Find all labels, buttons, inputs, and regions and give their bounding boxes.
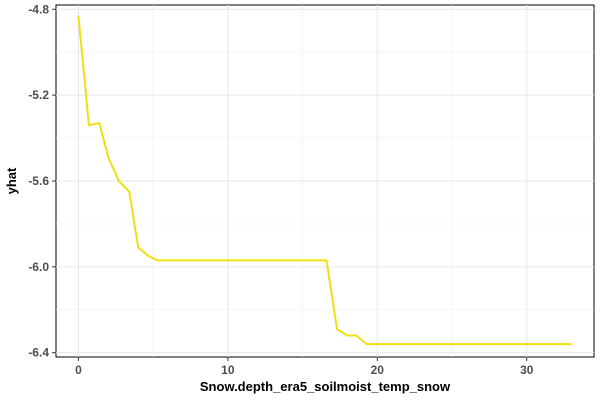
y-axis-ticks: -4.8 -5.2 -5.6 -6.0 -6.4: [28, 2, 56, 360]
y-tick-label: -6.0: [28, 260, 49, 274]
y-tick-label: -4.8: [28, 2, 49, 16]
x-axis-title: Snow.depth_era5_soilmoist_temp_snow: [200, 379, 451, 394]
x-tick-label: 0: [75, 363, 82, 377]
x-tick-label: 10: [221, 363, 235, 377]
x-axis-ticks: 0 10 20 30: [75, 357, 534, 377]
series-line: [77, 15, 572, 346]
x-tick-label: 30: [520, 363, 534, 377]
y-tick-label: -5.2: [28, 88, 49, 102]
x-tick-label: 20: [371, 363, 385, 377]
y-tick-label: -5.6: [28, 174, 49, 188]
series-layer: [77, 15, 572, 346]
y-axis-title: yhat: [4, 167, 19, 194]
grid-lines: [56, 5, 594, 357]
y-tick-label: -6.4: [28, 346, 49, 360]
